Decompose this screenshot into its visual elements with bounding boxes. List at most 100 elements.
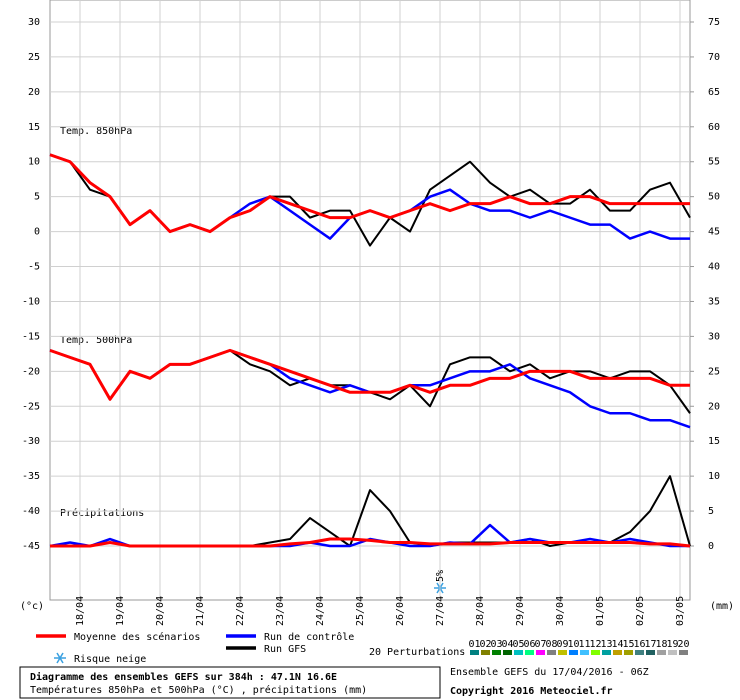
- perturbation-swatch: [503, 650, 512, 655]
- perturbation-swatch: [646, 650, 655, 655]
- y2-tick-label: 70: [708, 52, 720, 63]
- perturbation-number: 14: [611, 639, 623, 650]
- panel-label: Précipitations: [60, 507, 144, 519]
- x-tick-label: 24/04: [315, 596, 326, 626]
- y2-tick-label: 25: [708, 366, 720, 377]
- y-tick-label: -35: [22, 471, 40, 482]
- perturbation-number: 11: [578, 639, 590, 650]
- legend-label: Run GFS: [264, 644, 306, 655]
- x-tick-label: 02/05: [635, 596, 646, 626]
- footer-run: Ensemble GEFS du 17/04/2016 - 06Z: [450, 667, 649, 678]
- perturbation-swatch: [613, 650, 622, 655]
- perturbation-swatch: [635, 650, 644, 655]
- series-line: [49, 349, 691, 429]
- perturbation-number: 18: [655, 639, 667, 650]
- y-tick-label: 0: [34, 227, 40, 238]
- series-line: [49, 348, 690, 401]
- legend-label: Risque neige: [74, 654, 146, 665]
- y2-tick-label: 60: [708, 122, 720, 133]
- y-tick-label: -15: [22, 331, 40, 342]
- perturbation-swatch: [591, 650, 600, 655]
- perturbation-number: 01: [468, 639, 480, 650]
- perturbation-number: 02: [479, 639, 491, 650]
- y2-tick-label: 65: [708, 87, 720, 98]
- y2-axis-label: (mm): [710, 601, 734, 612]
- x-tick-label: 18/04: [75, 596, 86, 626]
- x-tick-label: 03/05: [675, 596, 686, 626]
- y2-tick-label: 50: [708, 192, 720, 203]
- perturbation-swatch: [580, 650, 589, 655]
- y-tick-label: -25: [22, 401, 40, 412]
- grid: [50, 0, 690, 600]
- legend-label: Run de contrôle: [264, 631, 354, 643]
- perturbation-swatch: [492, 650, 501, 655]
- footer-copyright: Copyright 2016 Meteociel.fr: [450, 685, 613, 697]
- perturbation-number: 03: [490, 639, 502, 650]
- perturbation-number: 16: [633, 639, 645, 650]
- x-tick-label: 30/04: [555, 596, 566, 626]
- x-tick-label: 01/05: [595, 596, 606, 626]
- y2-tick-label: 40: [708, 262, 720, 273]
- footer-box: [19, 666, 441, 699]
- perturbation-number: 08: [545, 639, 557, 650]
- y2-tick-label: 20: [708, 401, 720, 412]
- y-axis-label: (°c): [20, 601, 44, 612]
- y2-tick-label: 35: [708, 296, 720, 307]
- panel-label: Temp. 500hPa: [60, 335, 132, 346]
- perturbation-number: 15: [622, 639, 634, 650]
- x-tick-label: 21/04: [195, 596, 206, 626]
- perturbation-swatch: [481, 650, 490, 655]
- y-tick-label: -45: [22, 541, 40, 552]
- y-tick-label: 15: [28, 122, 40, 133]
- x-tick-label: 26/04: [395, 596, 406, 626]
- perturbation-number: 20: [677, 639, 689, 650]
- y2-tick-label: 0: [708, 541, 714, 552]
- perturbation-swatch: [569, 650, 578, 655]
- plot-frame: [49, 0, 691, 601]
- y-tick-label: 30: [28, 17, 40, 28]
- perturbation-swatch: [514, 650, 523, 655]
- y-tick-label: -30: [22, 436, 40, 447]
- series-line: [49, 349, 691, 414]
- y-tick-label: -10: [22, 296, 40, 307]
- y-tick-label: 5: [34, 192, 40, 203]
- y2-tick-label: 15: [708, 436, 720, 447]
- x-tick-label: 23/04: [275, 596, 286, 626]
- perturbation-swatch: [624, 650, 633, 655]
- y-tick-label: -5: [28, 262, 40, 273]
- y2-tick-label: 55: [708, 157, 720, 168]
- y-tick-label: 20: [28, 87, 40, 98]
- perturbation-swatch: [657, 650, 666, 655]
- perturbation-swatch: [536, 650, 545, 655]
- perturbation-number: 12: [589, 639, 601, 650]
- footer-subtitle: Températures 850hPa et 500hPa (°C) , pré…: [30, 684, 367, 696]
- panel-label: Temp. 850hPa: [60, 126, 132, 137]
- perturbation-number: 04: [501, 639, 513, 650]
- perturbation-number: 19: [666, 639, 678, 650]
- x-tick-label: 28/04: [475, 596, 486, 626]
- x-tick-label: 19/04: [115, 596, 126, 626]
- perturbation-number: 06: [523, 639, 535, 650]
- x-tick-label: 29/04: [515, 596, 526, 626]
- perturbation-swatch: [668, 650, 677, 655]
- y-tick-label: 10: [28, 157, 40, 168]
- x-tick-label: 20/04: [155, 596, 166, 626]
- perturbation-swatch: [470, 650, 479, 655]
- y-tick-label: 25: [28, 52, 40, 63]
- perturbation-number: 07: [534, 639, 546, 650]
- legend-snowflake: [54, 652, 66, 664]
- snow-risk-value: 5%: [435, 570, 446, 582]
- series-line: [49, 153, 690, 234]
- y-tick-label: -40: [22, 506, 40, 517]
- y2-tick-label: 45: [708, 227, 720, 238]
- perturbation-number: 13: [600, 639, 612, 650]
- footer-title: Diagramme des ensembles GEFS sur 384h : …: [30, 671, 337, 683]
- y2-tick-label: 75: [708, 17, 720, 28]
- perturbation-number: 09: [556, 639, 568, 650]
- perturbation-swatch: [558, 650, 567, 655]
- legend-label: Moyenne des scénarios: [74, 631, 200, 643]
- perturbation-swatch: [679, 650, 688, 655]
- y2-tick-label: 30: [708, 331, 720, 342]
- perturbation-swatch: [525, 650, 534, 655]
